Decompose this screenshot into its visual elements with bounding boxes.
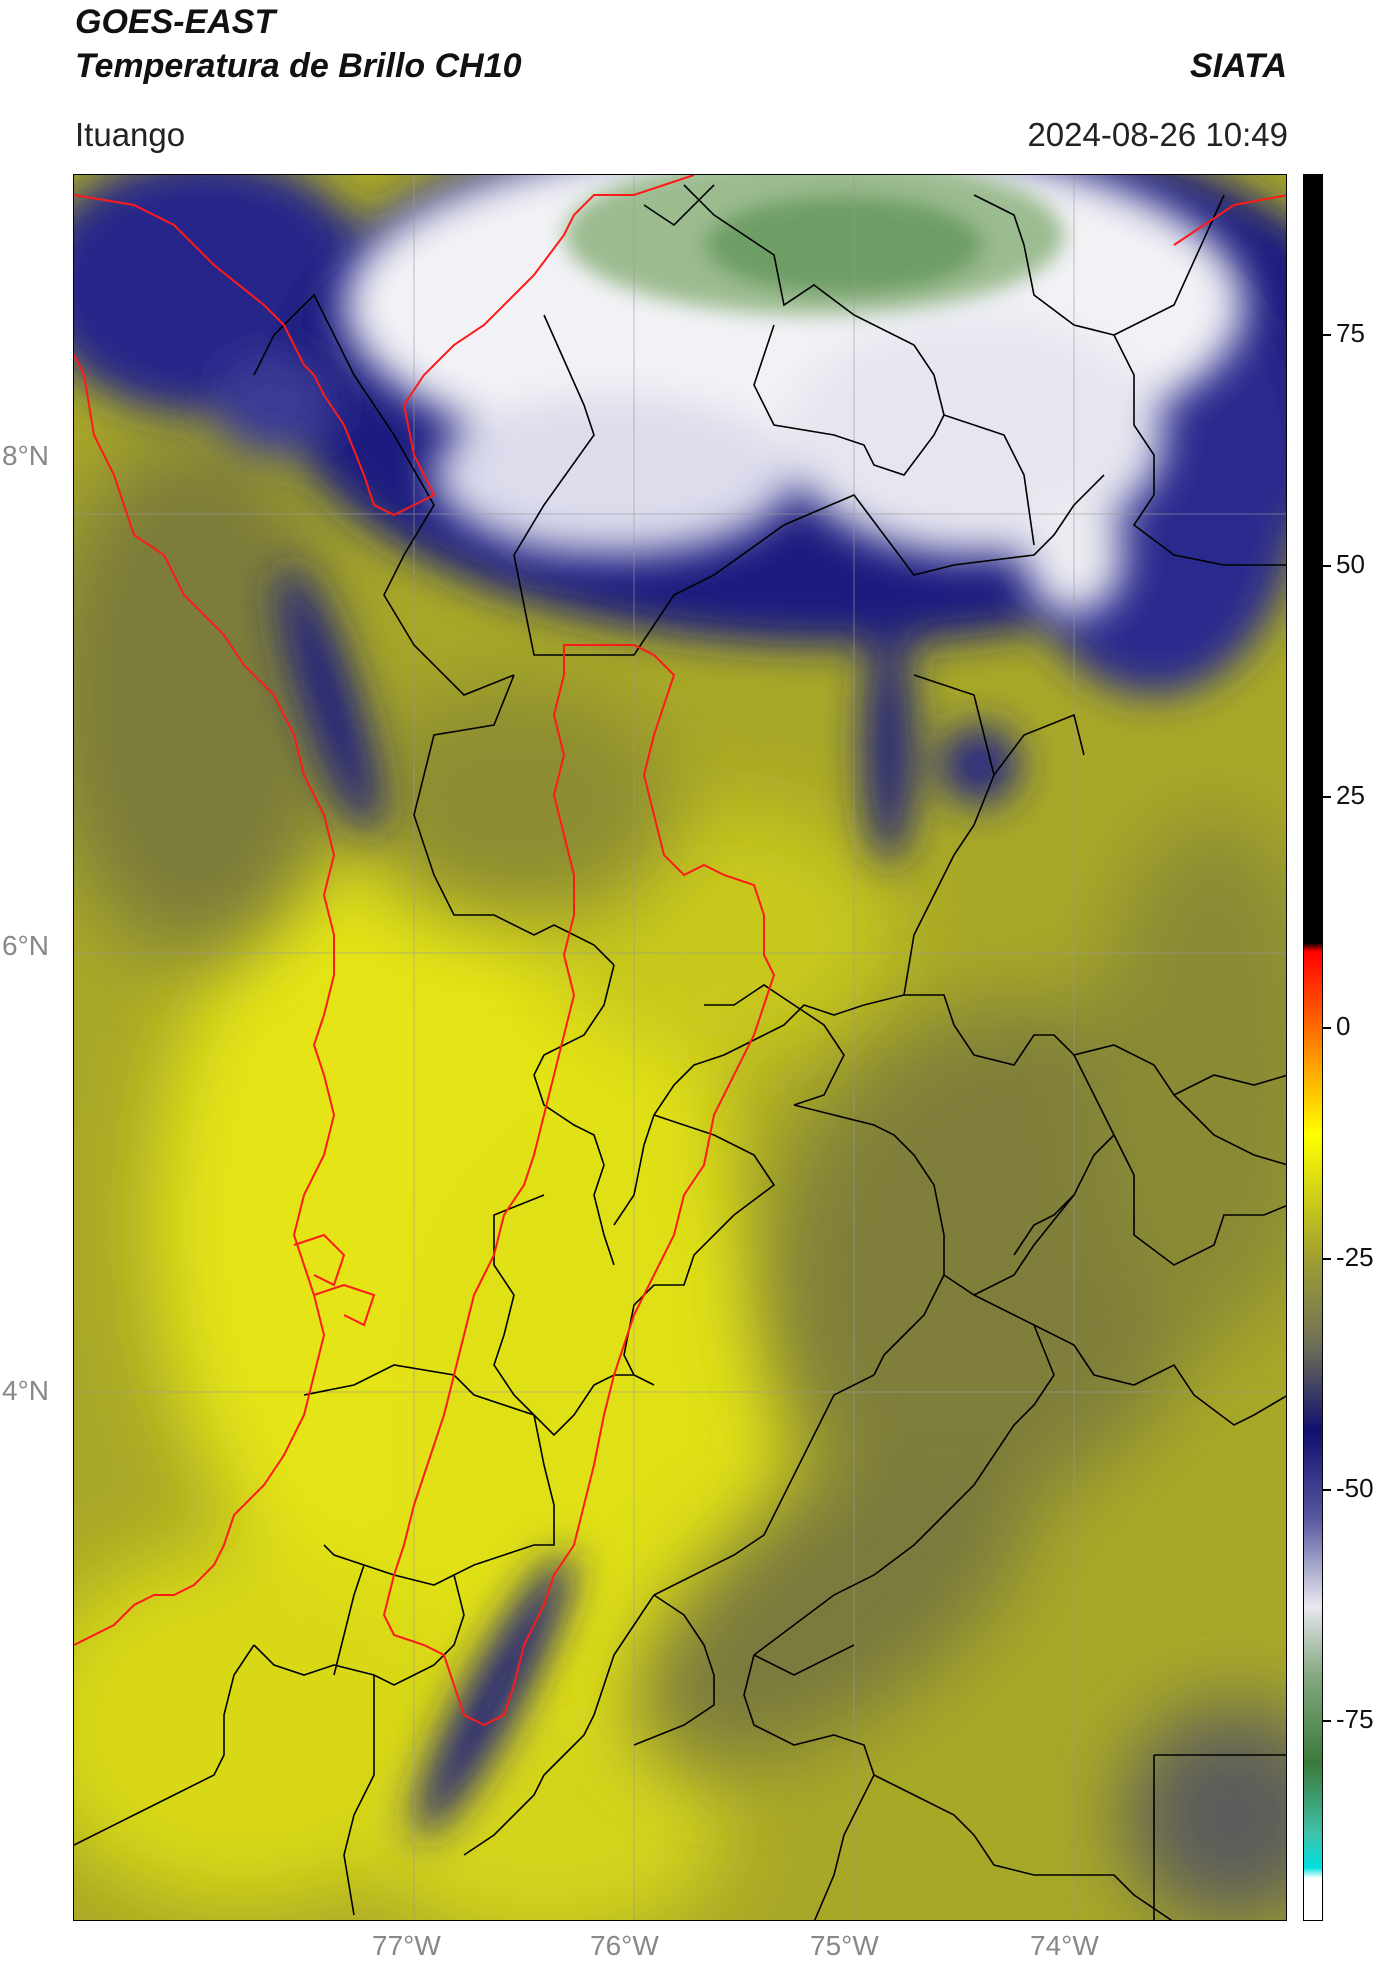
region-label: Ituango [75,116,186,153]
colorbar-tick [1323,1720,1331,1722]
organization-label: SIATA [1190,47,1287,85]
lon-label-77w: 77°W [372,1930,441,1961]
colorbar-label-neg75: -75 [1336,1704,1374,1734]
colorbar-label-neg25: -25 [1336,1242,1374,1272]
colorbar-tick [1323,1489,1331,1491]
satellite-title: GOES-EAST [75,3,276,41]
colorbar-label-50: 50 [1336,549,1365,579]
lat-label-6n: 6°N [2,930,49,961]
lon-label-76w: 76°W [590,1930,659,1961]
satellite-map [73,174,1287,1921]
lat-label-4n: 4°N [2,1375,49,1406]
colorbar-label-25: 25 [1336,780,1365,810]
colorbar-tick [1323,334,1331,336]
datetime-label: 2024-08-26 10:49 [1027,116,1288,153]
colorbar-tick [1323,796,1331,798]
product-title: Temperatura de Brillo CH10 [75,47,522,85]
colorbar-tick [1323,1027,1331,1029]
lat-label-8n: 8°N [2,440,49,471]
colorbar-label-75: 75 [1336,318,1365,348]
administrative-borders [74,184,1286,1920]
map-canvas [74,175,1286,1920]
coastline-and-basin [74,175,1286,1727]
colorbar-label-neg50: -50 [1336,1473,1374,1503]
lon-label-74w: 74°W [1030,1930,1099,1961]
colorbar-tick [1323,1258,1331,1260]
colorbar-tick [1323,565,1331,567]
temperature-colorbar [1303,174,1323,1921]
lon-label-75w: 75°W [810,1930,879,1961]
colorbar-label-0: 0 [1336,1011,1351,1041]
map-gridlines [74,175,1286,1920]
